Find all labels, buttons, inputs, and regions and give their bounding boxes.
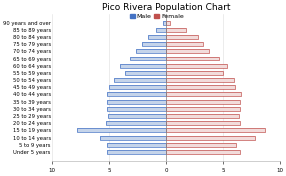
Bar <box>166 121 240 125</box>
Bar <box>114 78 166 82</box>
Bar <box>166 56 219 61</box>
Bar <box>107 100 166 104</box>
Bar <box>148 35 166 39</box>
Bar <box>166 150 240 154</box>
Bar <box>148 35 166 39</box>
Bar <box>166 107 240 111</box>
Title: Pico Rivera Population Chart: Pico Rivera Population Chart <box>102 3 230 12</box>
Bar <box>114 78 166 82</box>
Bar <box>166 64 227 68</box>
Bar <box>107 92 166 96</box>
Bar <box>125 71 166 75</box>
Bar <box>106 121 166 125</box>
Bar <box>166 107 240 111</box>
Bar <box>156 28 166 32</box>
Bar <box>166 49 209 53</box>
Bar <box>142 42 166 46</box>
Bar <box>166 92 241 96</box>
Bar <box>107 150 166 154</box>
Bar <box>107 143 166 147</box>
Bar <box>108 114 166 118</box>
Bar <box>107 92 166 96</box>
Bar <box>166 35 198 39</box>
Bar <box>166 35 198 39</box>
Bar <box>120 64 166 68</box>
Bar <box>166 150 240 154</box>
Bar <box>136 49 166 53</box>
Bar <box>166 49 209 53</box>
Legend: Male, Female: Male, Female <box>127 11 186 21</box>
Bar <box>107 143 166 147</box>
Bar <box>166 42 204 46</box>
Bar <box>166 143 237 147</box>
Bar <box>166 71 223 75</box>
Bar <box>120 64 166 68</box>
Bar <box>166 136 255 140</box>
Bar <box>166 121 240 125</box>
Bar <box>166 64 227 68</box>
Bar <box>162 21 166 25</box>
Bar <box>106 121 166 125</box>
Bar <box>166 21 170 25</box>
Bar <box>166 28 186 32</box>
Bar <box>166 71 223 75</box>
Bar <box>130 56 166 61</box>
Bar <box>166 128 265 132</box>
Bar <box>166 42 204 46</box>
Bar <box>130 56 166 61</box>
Bar <box>107 107 166 111</box>
Bar <box>166 85 235 89</box>
Bar <box>166 114 239 118</box>
Bar <box>107 107 166 111</box>
Bar <box>77 128 166 132</box>
Bar <box>166 100 240 104</box>
Bar <box>109 85 166 89</box>
Bar <box>166 92 241 96</box>
Bar <box>100 136 166 140</box>
Bar <box>166 78 234 82</box>
Bar <box>100 136 166 140</box>
Bar <box>156 28 166 32</box>
Bar <box>125 71 166 75</box>
Bar <box>107 100 166 104</box>
Bar <box>166 28 186 32</box>
Bar <box>166 114 239 118</box>
Bar <box>136 49 166 53</box>
Bar <box>166 143 237 147</box>
Bar <box>107 150 166 154</box>
Bar <box>108 114 166 118</box>
Bar <box>166 136 255 140</box>
Bar <box>109 85 166 89</box>
Bar <box>162 21 166 25</box>
Bar <box>77 128 166 132</box>
Bar <box>166 56 219 61</box>
Bar <box>166 100 240 104</box>
Bar <box>166 85 235 89</box>
Bar <box>166 78 234 82</box>
Bar <box>166 21 170 25</box>
Bar <box>166 128 265 132</box>
Bar <box>142 42 166 46</box>
